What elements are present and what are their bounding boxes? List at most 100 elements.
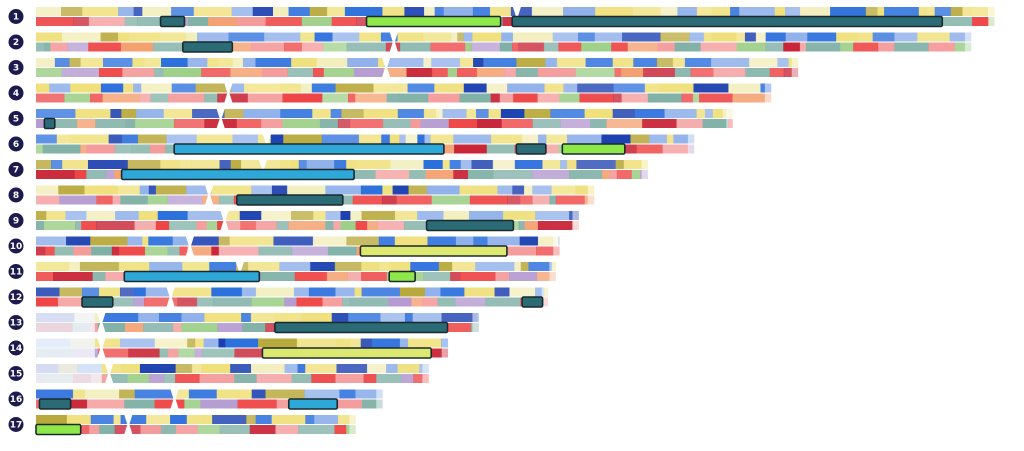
band-segment (410, 119, 422, 128)
band-segment (579, 93, 614, 103)
band-segment (524, 221, 539, 230)
band-segment (191, 160, 220, 169)
band-segment (36, 415, 68, 424)
band-segment (139, 364, 176, 373)
highlight-region (43, 117, 56, 130)
band-segment (466, 109, 477, 118)
band-segment (381, 195, 397, 205)
chromosome-label: 5 (13, 115, 19, 125)
highlight-region (123, 270, 261, 283)
band-segment (43, 221, 76, 230)
centromere (216, 109, 225, 128)
band-segment (119, 246, 146, 256)
band-segment (193, 7, 233, 16)
band-segment (219, 160, 232, 169)
band-segment (322, 42, 347, 52)
band-segment (486, 144, 515, 154)
band-segment (148, 185, 157, 195)
highlight-region (515, 143, 547, 155)
band-fade (791, 68, 800, 77)
band-segment (217, 93, 249, 103)
band-segment (288, 221, 326, 230)
band-segment (857, 32, 874, 42)
band-segment (662, 144, 690, 154)
band-segment (342, 297, 351, 307)
band-segment (89, 425, 100, 434)
band-segment (148, 236, 174, 246)
band-segment (118, 262, 150, 271)
band-segment (51, 160, 63, 169)
band-segment (612, 109, 636, 118)
band-segment (590, 119, 607, 128)
band-segment (161, 58, 188, 67)
band-segment (57, 297, 95, 307)
band-segment (383, 68, 407, 77)
band-segment (36, 221, 45, 230)
band-segment (459, 58, 474, 67)
band-segment (378, 236, 396, 246)
band-segment (660, 7, 678, 16)
band-segment (475, 262, 515, 271)
band-segment (323, 68, 355, 77)
band-segment (216, 389, 240, 399)
band-segment (120, 415, 147, 424)
band-segment (300, 32, 315, 42)
band-segment (273, 236, 314, 246)
band-segment (361, 211, 396, 220)
band-segment (404, 7, 425, 16)
band-segment (48, 119, 78, 128)
band-segment (636, 144, 663, 154)
chromosome-label: 8 (13, 191, 19, 201)
band-segment (532, 185, 552, 195)
band-segment (111, 246, 120, 256)
band-segment (428, 93, 460, 103)
band-segment (117, 185, 141, 195)
band-segment (136, 109, 165, 118)
band-segment (585, 58, 614, 67)
band-segment (437, 297, 456, 307)
band-segment (127, 160, 161, 169)
band-segment (347, 272, 362, 281)
band-segment (519, 236, 539, 246)
band-segment (86, 144, 116, 154)
chromosome-label-circle (8, 289, 24, 305)
band-segment (110, 109, 122, 118)
band-segment (84, 389, 120, 399)
band-segment (457, 32, 464, 42)
band-segment (359, 32, 382, 42)
band-segment (440, 287, 465, 297)
band-segment (400, 42, 431, 52)
band-segment (297, 364, 306, 373)
band-segment (331, 313, 349, 322)
band-segment (330, 109, 342, 118)
band-segment (423, 160, 444, 169)
band-segment (121, 134, 139, 144)
band-segment (601, 134, 631, 144)
band-segment (95, 119, 126, 128)
band-segment (70, 83, 102, 93)
band-segment (442, 160, 451, 169)
band-segment (81, 221, 97, 230)
band-segment (191, 364, 202, 373)
band-segment (450, 272, 461, 281)
band-segment (173, 389, 190, 399)
band-segment (36, 17, 75, 26)
chromosome-label-circle (8, 136, 24, 152)
band-fade (726, 119, 735, 128)
band-segment (544, 83, 564, 93)
band-segment (258, 246, 293, 256)
band-segment (520, 262, 529, 271)
band-segment (264, 32, 301, 42)
band-segment (99, 425, 116, 434)
band-segment (74, 170, 87, 179)
band-segment (140, 425, 162, 434)
band-segment (65, 211, 87, 220)
band-segment (621, 93, 649, 103)
chromosome-1: 1 (8, 7, 996, 28)
band-segment (260, 272, 296, 281)
highlight-region (274, 321, 449, 334)
band-segment (291, 58, 318, 67)
band-fade (541, 297, 550, 307)
band-segment (53, 272, 93, 281)
band-segment (275, 313, 302, 322)
